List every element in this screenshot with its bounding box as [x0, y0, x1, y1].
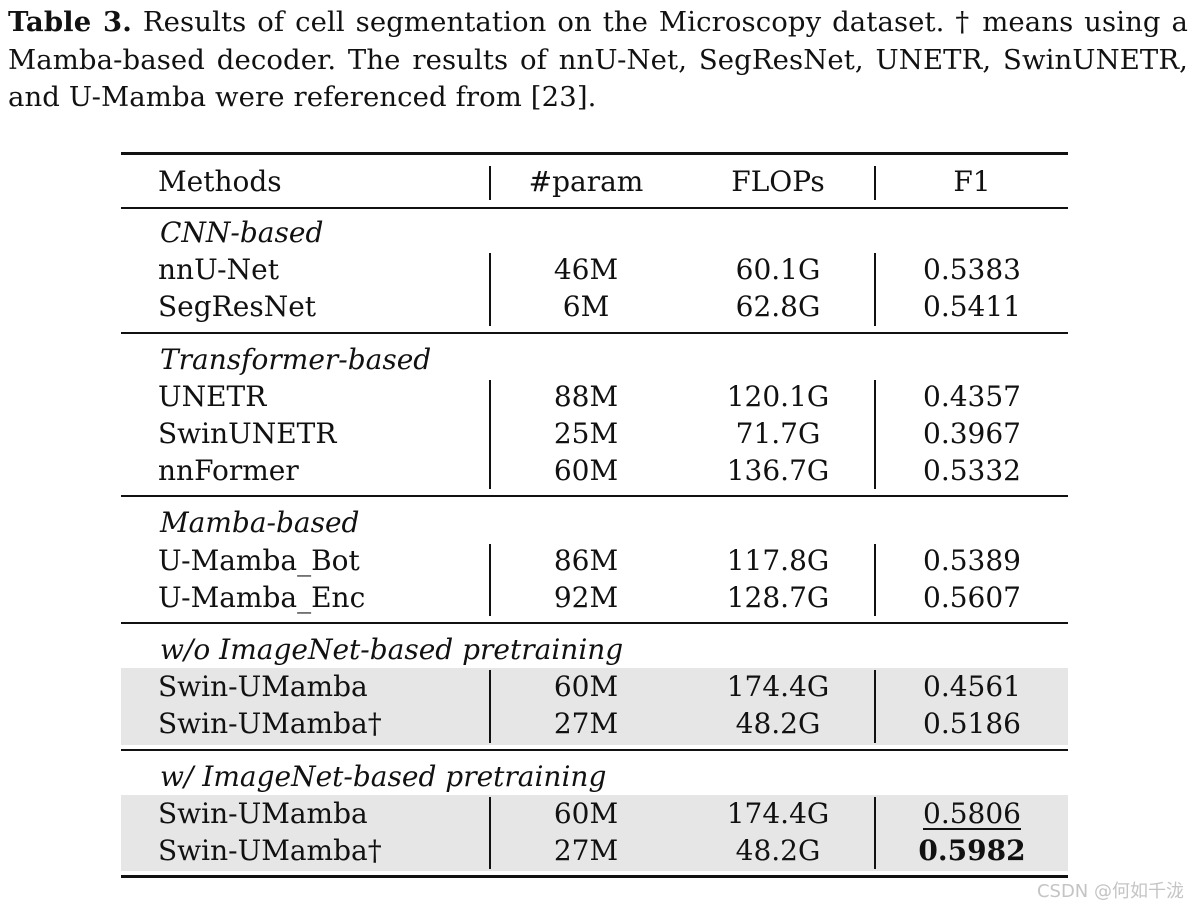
flops-value: 48.2G [735, 834, 821, 867]
group-rule [121, 748, 1068, 751]
param-value: 86M [553, 543, 619, 577]
caption-text: Results of cell segmentation on the Micr… [8, 6, 1189, 114]
f1-value: 0.3967 [923, 417, 1021, 450]
group-vrule-1 [489, 796, 491, 870]
param-value: 60M [553, 670, 619, 704]
group-title: Transformer-based [160, 342, 432, 376]
param-value: 46M [553, 253, 619, 287]
f1-value: 0.4357 [923, 379, 1021, 413]
param-value: 92M [553, 580, 619, 614]
caption-label: Table 3. [8, 6, 132, 38]
group-shade [121, 794, 1068, 872]
method-name: UNETR [158, 379, 267, 413]
method-name: Swin-UMamba† [158, 834, 382, 867]
group-vrule-2 [874, 253, 876, 326]
f1-value: 0.5806 [923, 796, 1021, 830]
table-bottom-rule [121, 875, 1068, 879]
f1-value: 0.5186 [923, 707, 1021, 741]
param-value: 27M [553, 707, 619, 741]
header-methods: Methods [158, 165, 282, 198]
header-f1: F1 [953, 165, 991, 198]
header-rule [121, 207, 1068, 209]
table-caption: Table 3. Results of cell segmentation on… [8, 4, 1188, 117]
group-title: Mamba-based [160, 506, 360, 540]
flops-value: 48.2G [735, 707, 821, 741]
method-name: SegResNet [158, 290, 317, 324]
group-vrule-2 [874, 543, 876, 616]
f1-value: 0.5383 [923, 253, 1021, 287]
param-value: 88M [553, 379, 619, 413]
method-name: SwinUNETR [158, 417, 337, 450]
method-name: Swin-UMamba [158, 796, 368, 830]
group-title: w/ ImageNet-based pretraining [160, 759, 607, 793]
f1-value: 0.5332 [923, 454, 1021, 488]
flops-value: 174.4G [726, 796, 830, 830]
flops-value: 120.1G [726, 379, 830, 413]
watermark: CSDN @何如千泷 [1036, 881, 1184, 902]
group-rule [121, 331, 1068, 334]
group-title: w/o ImageNet-based pretraining [160, 633, 624, 666]
flops-value: 71.7G [735, 417, 821, 450]
flops-value: 128.7G [726, 580, 830, 614]
group-vrule-1 [489, 670, 491, 743]
method-name: U-Mamba_Bot [158, 543, 360, 577]
group-vrule-1 [489, 379, 491, 490]
group-vrule-1 [489, 543, 491, 616]
method-name: nnFormer [158, 454, 299, 488]
flops-value: 60.1G [735, 253, 821, 287]
method-name: Swin-UMamba† [158, 707, 382, 741]
method-name: U-Mamba_Enc [158, 580, 366, 614]
group-rule [121, 622, 1068, 624]
method-name: Swin-UMamba [158, 670, 368, 704]
group-vrule-2 [874, 670, 876, 743]
flops-value: 62.8G [735, 290, 821, 324]
f1-value: 0.5607 [923, 580, 1021, 614]
param-value: 25M [553, 417, 619, 450]
f1-value: 0.5982 [918, 834, 1026, 867]
group-vrule-2 [874, 379, 876, 490]
results-table: Methods #param FLOPs F1 CNN-based nnU-Net 46M 6… [121, 152, 1068, 892]
param-value: 6M [562, 290, 610, 324]
param-value: 60M [553, 796, 619, 830]
f1-value: 0.5411 [923, 290, 1021, 324]
group-title: CNN-based [160, 216, 324, 249]
param-value: 60M [553, 454, 619, 488]
flops-value: 174.4G [726, 670, 830, 704]
table-top-rule [121, 152, 1068, 155]
header-vrule-2 [874, 166, 876, 200]
method-name: nnU-Net [158, 253, 279, 287]
f1-value: 0.4561 [923, 670, 1021, 704]
flops-value: 136.7G [726, 454, 830, 488]
group-shade [121, 668, 1068, 745]
group-vrule-2 [874, 796, 876, 870]
flops-value: 117.8G [726, 543, 830, 577]
f1-value: 0.5389 [923, 543, 1021, 577]
header-param: #param [528, 165, 644, 198]
param-value: 27M [553, 834, 619, 867]
group-rule [121, 495, 1068, 498]
group-vrule-1 [489, 253, 491, 326]
header-vrule-1 [489, 166, 491, 200]
header-flops: FLOPs [731, 165, 825, 198]
